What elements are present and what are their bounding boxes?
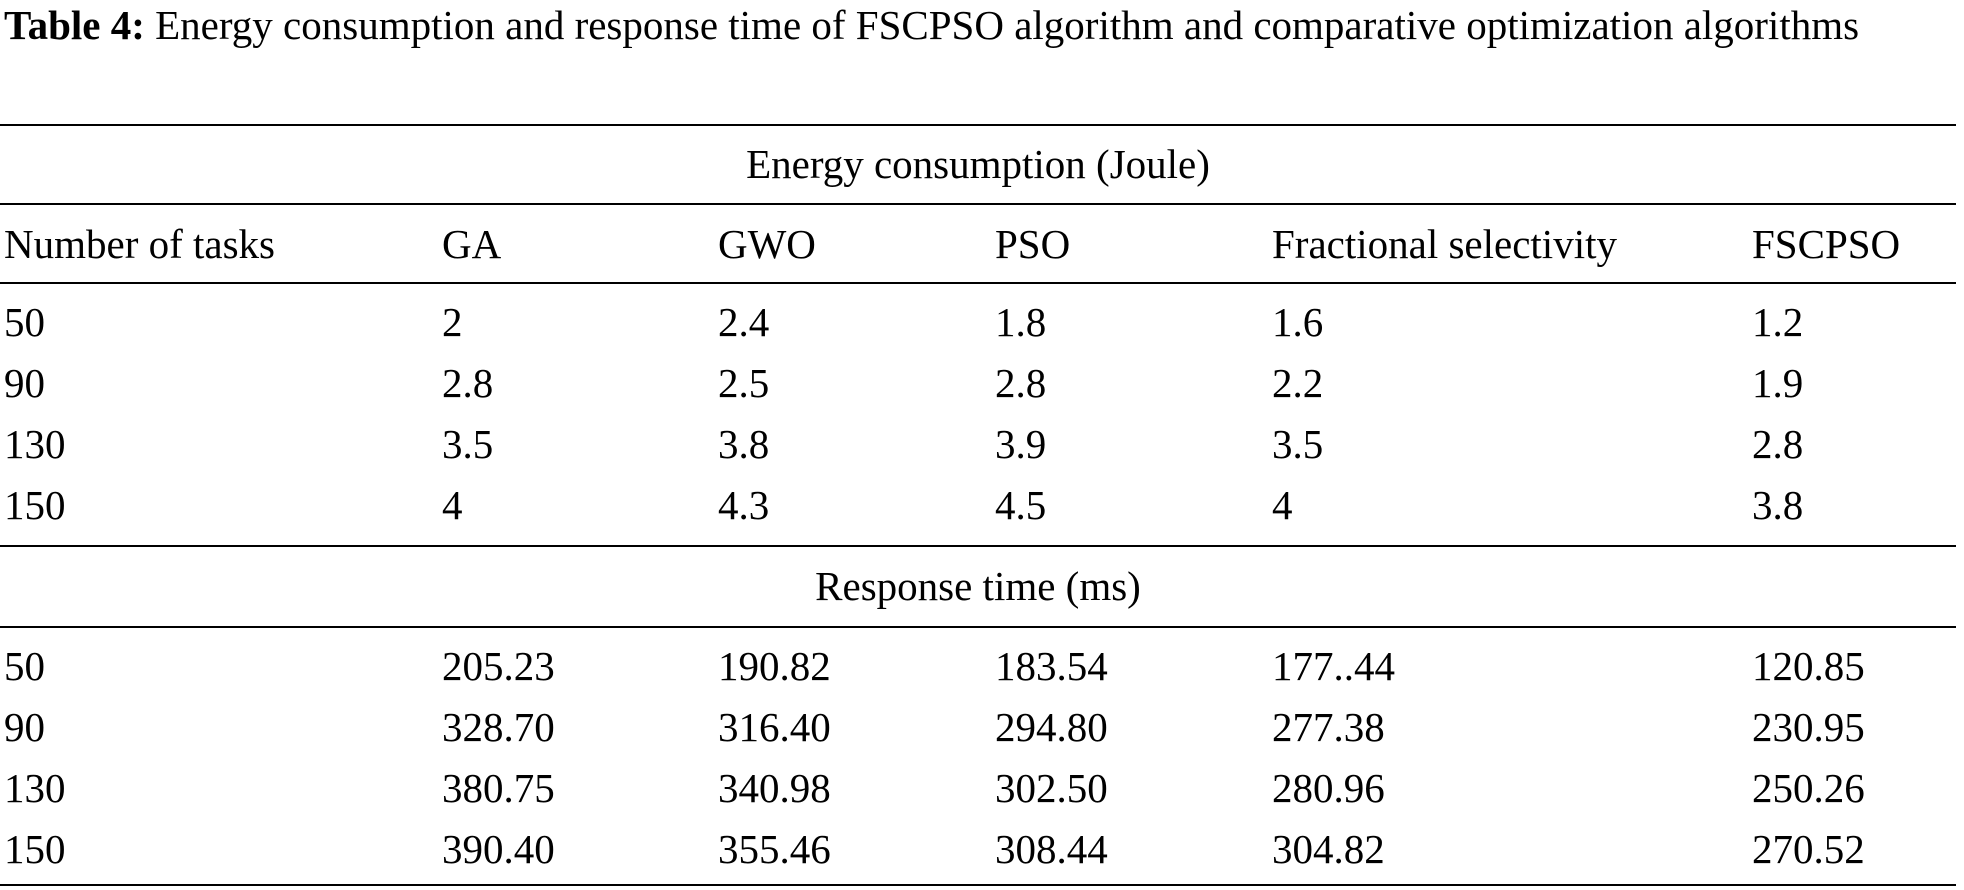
energy-cell-tasks: 90: [4, 360, 45, 406]
column-header-fscpso: FSCPSO: [1752, 221, 1901, 267]
energy-cell-pso: 1.8: [995, 299, 1047, 345]
energy-cell-ga: 2: [442, 299, 463, 345]
energy-cell-fractional: 4: [1272, 482, 1293, 528]
response-section-title: Response time (ms): [815, 563, 1141, 609]
response-cell-fractional: 177..44: [1272, 643, 1395, 689]
energy-row: 130 3.5 3.8 3.9 3.5 2.8: [0, 414, 1956, 475]
response-cell-pso: 294.80: [995, 704, 1108, 750]
energy-row: 50 2 2.4 1.8 1.6 1.2: [0, 292, 1956, 353]
energy-cell-pso: 2.8: [995, 360, 1047, 406]
response-cell-ga: 328.70: [442, 704, 555, 750]
column-header-tasks: Number of tasks: [4, 221, 276, 267]
response-cell-gwo: 340.98: [718, 765, 831, 811]
table-bottom-rule: [0, 884, 1956, 886]
column-header-pso: PSO: [995, 221, 1071, 267]
table-caption-label: Table 4:: [4, 2, 145, 48]
column-header-fractional-selectivity: Fractional selectivity: [1272, 221, 1617, 267]
table-header-row: Number of tasks GA GWO PSO Fractional se…: [0, 214, 1956, 275]
response-cell-fractional: 280.96: [1272, 765, 1385, 811]
table-caption-text: Energy consumption and response time of …: [155, 2, 1860, 48]
energy-cell-ga: 2.8: [442, 360, 494, 406]
energy-title-rule: [0, 203, 1956, 205]
energy-cell-fractional: 1.6: [1272, 299, 1324, 345]
energy-cell-gwo: 4.3: [718, 482, 770, 528]
energy-cell-ga: 4: [442, 482, 463, 528]
response-cell-fscpso: 270.52: [1752, 826, 1865, 872]
table-top-rule: [0, 124, 1956, 126]
energy-cell-gwo: 2.5: [718, 360, 770, 406]
response-cell-pso: 308.44: [995, 826, 1108, 872]
energy-row: 90 2.8 2.5 2.8 2.2 1.9: [0, 353, 1956, 414]
response-cell-fscpso: 250.26: [1752, 765, 1865, 811]
energy-cell-ga: 3.5: [442, 421, 494, 467]
response-cell-pso: 302.50: [995, 765, 1108, 811]
response-cell-gwo: 316.40: [718, 704, 831, 750]
response-cell-tasks: 90: [4, 704, 45, 750]
energy-cell-fscpso: 2.8: [1752, 421, 1804, 467]
response-row: 130 380.75 340.98 302.50 280.96 250.26: [0, 758, 1956, 819]
header-bottom-rule: [0, 282, 1956, 284]
response-cell-fscpso: 120.85: [1752, 643, 1865, 689]
energy-cell-fscpso: 1.9: [1752, 360, 1804, 406]
response-cell-fscpso: 230.95: [1752, 704, 1865, 750]
response-row: 90 328.70 316.40 294.80 277.38 230.95: [0, 697, 1956, 758]
energy-cell-tasks: 130: [4, 421, 66, 467]
response-cell-tasks: 50: [4, 643, 45, 689]
energy-cell-fscpso: 3.8: [1752, 482, 1804, 528]
column-header-gwo: GWO: [718, 221, 816, 267]
response-row: 50 205.23 190.82 183.54 177..44 120.85: [0, 636, 1956, 697]
response-cell-ga: 205.23: [442, 643, 555, 689]
energy-cell-pso: 4.5: [995, 482, 1047, 528]
response-cell-ga: 390.40: [442, 826, 555, 872]
energy-cell-tasks: 150: [4, 482, 66, 528]
response-cell-tasks: 130: [4, 765, 66, 811]
response-cell-pso: 183.54: [995, 643, 1108, 689]
column-header-ga: GA: [442, 221, 502, 267]
response-cell-gwo: 355.46: [718, 826, 831, 872]
table-caption: Table 4: Energy consumption and response…: [4, 0, 1960, 50]
response-cell-fractional: 304.82: [1272, 826, 1385, 872]
response-cell-tasks: 150: [4, 826, 66, 872]
energy-cell-gwo: 3.8: [718, 421, 770, 467]
response-cell-gwo: 190.82: [718, 643, 831, 689]
energy-cell-gwo: 2.4: [718, 299, 770, 345]
response-title-rule: [0, 626, 1956, 628]
energy-cell-pso: 3.9: [995, 421, 1047, 467]
energy-cell-fractional: 2.2: [1272, 360, 1324, 406]
response-cell-fractional: 277.38: [1272, 704, 1385, 750]
energy-section-title: Energy consumption (Joule): [746, 141, 1210, 187]
response-row: 150 390.40 355.46 308.44 304.82 270.52: [0, 819, 1956, 880]
response-cell-ga: 380.75: [442, 765, 555, 811]
energy-cell-tasks: 50: [4, 299, 45, 345]
energy-cell-fscpso: 1.2: [1752, 299, 1804, 345]
energy-row: 150 4 4.3 4.5 4 3.8: [0, 475, 1956, 536]
energy-bottom-rule: [0, 545, 1956, 547]
energy-cell-fractional: 3.5: [1272, 421, 1324, 467]
